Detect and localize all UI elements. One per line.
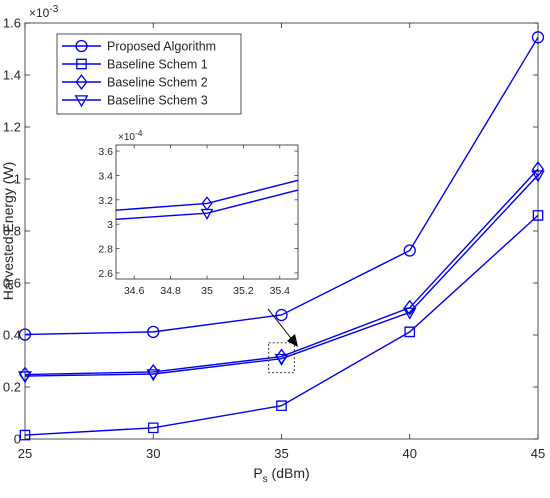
y-tick-label: 1.2 bbox=[3, 120, 21, 135]
data-point bbox=[18, 371, 32, 384]
inset-x-tick-label: 35.4 bbox=[270, 285, 291, 297]
legend-marker bbox=[74, 95, 89, 108]
y-tick-label: 1.4 bbox=[3, 68, 21, 83]
legend-label: Baseline Schem 2 bbox=[107, 76, 208, 90]
data-point bbox=[19, 429, 31, 441]
inset-series-line bbox=[115, 179, 299, 211]
inset-x-tick-label: 35.2 bbox=[233, 285, 254, 297]
series-line bbox=[24, 214, 539, 436]
inset-y-tick-label: 3.6 bbox=[98, 146, 113, 158]
y-tick-label: 0.8 bbox=[3, 224, 21, 239]
y-tick-label: 1.6 bbox=[3, 16, 21, 31]
data-point bbox=[146, 369, 161, 382]
data-point bbox=[147, 325, 160, 339]
inset-x-tick-label: 35 bbox=[201, 285, 213, 297]
data-point bbox=[274, 353, 289, 367]
y-tick-label: 0.2 bbox=[3, 380, 21, 395]
data-point bbox=[404, 326, 416, 338]
inset-data-point bbox=[200, 208, 214, 221]
y-tick-label: 0.6 bbox=[3, 276, 21, 291]
main-series bbox=[18, 31, 545, 441]
zoom-arrow-line bbox=[267, 308, 295, 343]
legend-label: Baseline Schem 3 bbox=[107, 94, 208, 108]
inset-series-line bbox=[115, 189, 299, 221]
inset-y-tick-label: 3 bbox=[107, 219, 113, 231]
inset-y-tick-label: 3.4 bbox=[98, 170, 113, 182]
series-line bbox=[24, 36, 539, 336]
y-tick-label: 0 bbox=[14, 432, 21, 447]
x-tick-label: 30 bbox=[146, 446, 160, 461]
series-line bbox=[24, 168, 539, 376]
legend-marker bbox=[76, 58, 87, 70]
legend: Proposed Algorithm Baseline Schem 1 Baseli… bbox=[56, 33, 242, 115]
legend-marker bbox=[75, 74, 88, 90]
inset-y-tick-label: 3.2 bbox=[98, 195, 113, 207]
data-point bbox=[276, 400, 287, 412]
zoom-box bbox=[268, 342, 295, 374]
inset-x-tick-label: 34.8 bbox=[160, 285, 181, 297]
data-point bbox=[147, 422, 159, 434]
data-point bbox=[532, 210, 544, 221]
inset-exponent-label: ×10-4 bbox=[118, 128, 143, 143]
zoom-arrow-head bbox=[287, 334, 298, 347]
inset-chart: 34.6 34.8 35 35.2 35.4 2.6 2.8 3 3.2 3.4 3.6 ×10-4 bbox=[98, 128, 299, 297]
legend-label: Baseline Schem 1 bbox=[107, 58, 208, 72]
x-tick-label: 40 bbox=[403, 446, 417, 461]
data-point bbox=[275, 308, 288, 322]
data-point bbox=[402, 307, 417, 320]
zoom-annotation bbox=[267, 308, 298, 374]
x-tick-label: 25 bbox=[18, 446, 32, 461]
data-point bbox=[18, 328, 32, 341]
inset-y-tick-label: 2.8 bbox=[98, 244, 113, 256]
inset-x-tick-label: 34.6 bbox=[124, 285, 145, 297]
x-axis-label: Ps (dBm) bbox=[253, 465, 309, 485]
y-exponent-label: ×10-3 bbox=[29, 4, 59, 20]
data-point bbox=[531, 170, 545, 183]
inset-y-tick-label: 2.6 bbox=[98, 268, 113, 280]
data-point bbox=[403, 244, 416, 257]
legend-label: Proposed Algorithm bbox=[107, 40, 216, 54]
x-tick-label: 45 bbox=[531, 446, 545, 461]
y-tick-label: 0.4 bbox=[3, 328, 21, 343]
x-tick-label: 35 bbox=[274, 446, 288, 461]
data-point bbox=[531, 31, 545, 44]
series-line bbox=[24, 174, 539, 377]
y-axis-label: Harvested Energy (W) bbox=[0, 162, 16, 300]
axis-labels: Ps (dBm) Harvested Energy (W) bbox=[0, 162, 310, 485]
data-point bbox=[403, 299, 416, 316]
legend-marker bbox=[75, 39, 88, 53]
y-tick-label: 1 bbox=[14, 172, 21, 187]
inset-frame bbox=[115, 144, 299, 280]
